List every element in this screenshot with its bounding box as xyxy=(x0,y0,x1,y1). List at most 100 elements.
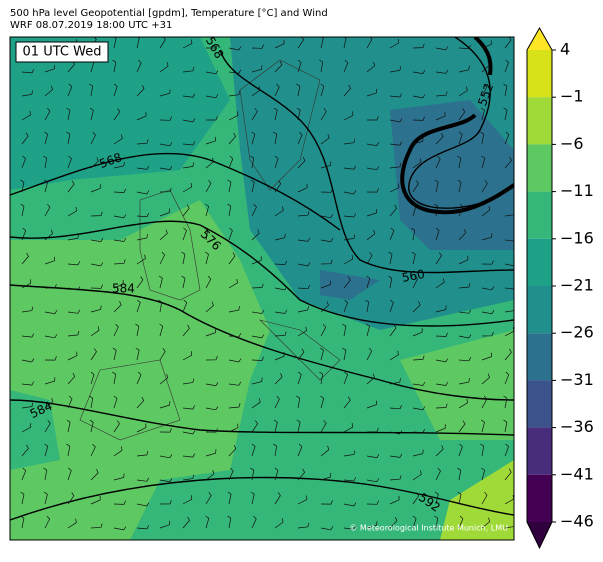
wind-barb xyxy=(21,69,35,74)
wind-barb xyxy=(389,38,400,49)
wind-barb xyxy=(504,468,512,481)
wind-barb xyxy=(113,161,125,169)
wind-barb xyxy=(412,301,421,313)
wind-barb xyxy=(274,467,279,481)
wind-barb xyxy=(412,428,426,433)
wind-barb xyxy=(113,37,117,49)
wind-barb xyxy=(205,251,209,265)
wind-barb xyxy=(113,134,123,145)
wind-barb xyxy=(67,83,73,97)
wind-barb xyxy=(389,453,403,458)
wind-barb xyxy=(389,324,397,337)
wind-barb xyxy=(411,227,416,241)
wind-barb xyxy=(159,116,172,121)
wind-barb xyxy=(297,37,305,49)
wind-barb xyxy=(366,347,373,361)
wind-barb xyxy=(503,419,508,433)
wind-barb xyxy=(343,37,347,49)
wind-barb xyxy=(228,306,240,313)
wind-barb xyxy=(412,470,422,481)
wind-barb xyxy=(435,445,444,457)
wind-barb xyxy=(319,371,324,385)
wind-barb xyxy=(67,518,77,529)
wind-barb xyxy=(412,328,423,337)
wind-barb xyxy=(158,299,163,313)
wind-barb xyxy=(21,402,34,409)
wind-barb xyxy=(66,107,71,121)
wind-barb xyxy=(458,515,464,529)
wind-barb xyxy=(458,309,472,314)
wind-barb xyxy=(44,515,51,529)
wind-barb xyxy=(113,301,122,313)
colorbar-band xyxy=(527,427,552,475)
wind-barb xyxy=(228,358,242,363)
wind-barbs xyxy=(20,37,514,531)
wind-barb xyxy=(366,275,371,289)
wind-barb xyxy=(159,478,173,483)
colorbar-band xyxy=(527,50,552,98)
wind-barb xyxy=(112,371,117,385)
wind-barb xyxy=(458,203,464,217)
wind-barb xyxy=(67,395,73,409)
wind-barb xyxy=(389,183,400,193)
wind-barb xyxy=(481,491,488,505)
wind-barb xyxy=(389,141,403,146)
time-label: 01 UTC Wed xyxy=(23,45,102,60)
map-area xyxy=(10,37,514,540)
wind-barb xyxy=(504,348,512,361)
wind-barb xyxy=(435,111,446,121)
wind-barb xyxy=(205,157,215,169)
wind-barb xyxy=(366,373,375,385)
wind-barb xyxy=(67,467,72,481)
wind-barb xyxy=(343,59,349,73)
wind-barb xyxy=(365,299,370,313)
wind-barb xyxy=(412,158,422,169)
wind-barb xyxy=(274,39,285,49)
wind-barb xyxy=(389,516,398,529)
colorbar-tick-label: −1 xyxy=(560,87,584,106)
wind-barb xyxy=(297,237,311,242)
wind-barb xyxy=(205,492,212,505)
wind-barb xyxy=(113,108,121,121)
wind-barb xyxy=(504,310,514,313)
wind-barb xyxy=(182,453,196,458)
wind-barb xyxy=(274,352,285,361)
wind-barb xyxy=(66,131,71,145)
wind-barb xyxy=(90,371,95,385)
wind-barb xyxy=(366,229,376,241)
wind-barb xyxy=(21,227,27,241)
wind-barb xyxy=(89,83,94,97)
wind-barb xyxy=(21,132,29,145)
wind-barb xyxy=(228,227,233,241)
wind-barb xyxy=(342,323,347,337)
wind-barb xyxy=(297,522,310,529)
wind-barb xyxy=(206,116,218,121)
wind-barb xyxy=(136,371,142,385)
wind-barb xyxy=(67,234,79,241)
wind-barb xyxy=(251,283,264,289)
wind-barb xyxy=(251,420,259,433)
wind-barb xyxy=(320,420,327,433)
wind-barb xyxy=(504,263,514,267)
wind-barb xyxy=(458,86,468,97)
wind-barb xyxy=(481,517,491,529)
wind-barb xyxy=(366,61,376,73)
wind-barb xyxy=(113,259,126,265)
wind-barb xyxy=(44,107,51,121)
wind-barb xyxy=(412,406,426,411)
wind-barb xyxy=(44,310,58,315)
wind-barb xyxy=(458,420,466,433)
wind-barb xyxy=(297,306,309,313)
wind-barb xyxy=(113,500,126,505)
wind-barb xyxy=(481,373,490,385)
wind-barb xyxy=(205,136,217,145)
wind-barb xyxy=(297,183,308,193)
wind-barb xyxy=(435,155,441,169)
wind-barb xyxy=(44,334,58,339)
wind-barb xyxy=(182,204,190,217)
wind-barb xyxy=(205,449,217,457)
wind-barb xyxy=(481,395,488,409)
wind-barb xyxy=(274,518,284,529)
wind-barb xyxy=(389,350,399,361)
